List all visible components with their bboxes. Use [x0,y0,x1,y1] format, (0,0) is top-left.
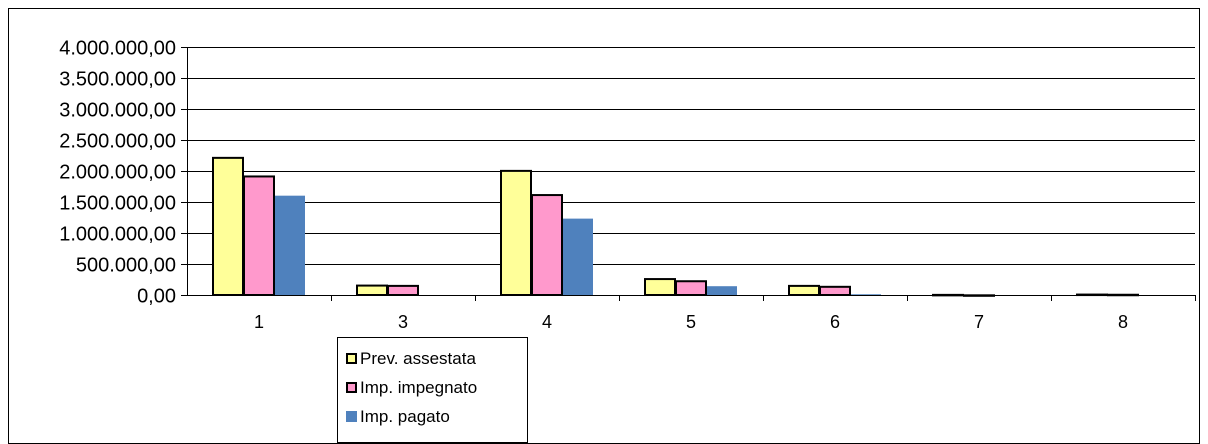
bar [1076,293,1108,297]
y-tick-label: 3.500.000,00 [59,69,176,91]
y-tick-label: 0,00 [137,286,176,308]
bar [851,294,881,295]
bar [387,284,419,297]
bar [788,284,820,297]
bar [819,285,851,297]
x-tick-label: 4 [542,312,552,332]
y-tick-label: 4.000.000,00 [59,38,176,60]
bar [243,175,275,297]
y-tick-label: 3.000.000,00 [59,100,176,122]
bar [212,156,244,296]
legend-swatch [346,353,357,364]
bar [500,169,532,297]
bar [275,195,305,295]
y-tick-label: 500.000,00 [76,255,176,277]
x-tick-label: 6 [830,312,840,332]
x-tick-label: 7 [974,312,984,332]
x-tick-label: 5 [686,312,696,332]
legend-swatch [346,411,357,422]
legend: Prev. assestata Imp. impegnato Imp. pagato [337,337,528,443]
x-tick-label: 3 [398,312,408,332]
legend-label: Imp. impegnato [360,377,478,397]
y-tick-label: 2.000.000,00 [59,162,176,184]
y-tick-label: 1.500.000,00 [59,193,176,215]
x-tick-label: 1 [254,312,264,332]
y-tick-label: 2.500.000,00 [59,131,176,153]
x-tick-label: 8 [1118,312,1128,332]
bar [531,194,563,296]
legend-item: Imp. impegnato [346,373,527,402]
bar [707,286,737,295]
legend-item: Prev. assestata [346,344,527,373]
legend-swatch [346,382,357,393]
bar [563,218,593,295]
bar [356,284,388,296]
y-tick-label: 1.000.000,00 [59,224,176,246]
bar [644,278,676,297]
bar [675,280,707,296]
legend-label: Imp. pagato [360,406,450,426]
legend-item: Imp. pagato [346,402,527,431]
legend-label: Prev. assestata [360,348,476,368]
chart-area [8,8,1200,444]
